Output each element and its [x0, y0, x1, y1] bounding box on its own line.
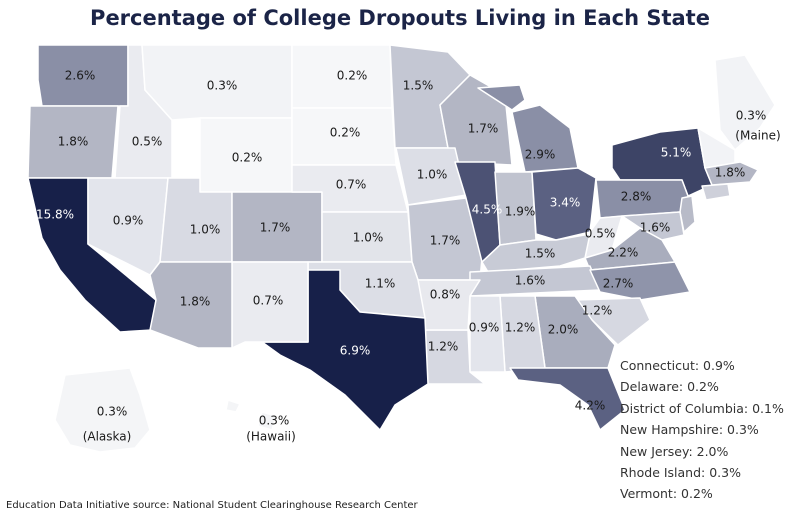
- label-wisconsin: 1.7%: [468, 122, 499, 136]
- state-new-jersey[interactable]: [679, 195, 696, 233]
- label-iowa: 1.0%: [417, 168, 448, 182]
- label-mississippi: 0.9%: [469, 321, 500, 335]
- legend-connecticut: Connecticut: 0.9%: [620, 358, 735, 373]
- label-idaho: 0.5%: [132, 135, 163, 149]
- label-hawaii-name: (Hawaii): [246, 430, 296, 444]
- small-states-legend: Connecticut: 0.9% Delaware: 0.2% Distric…: [620, 355, 784, 505]
- label-indiana: 1.9%: [505, 205, 536, 219]
- label-washington: 2.6%: [65, 69, 96, 83]
- label-west-virginia: 0.5%: [585, 227, 616, 241]
- label-arizona: 1.8%: [180, 295, 211, 309]
- label-nebraska: 0.7%: [336, 178, 367, 192]
- label-utah: 1.0%: [190, 223, 221, 237]
- label-ohio: 3.4%: [550, 196, 581, 210]
- label-arkansas: 0.8%: [430, 288, 461, 302]
- state-mississippi[interactable]: [469, 295, 506, 373]
- label-tennessee: 1.6%: [515, 274, 546, 288]
- label-maryland: 1.6%: [640, 221, 671, 235]
- label-florida: 4.2%: [575, 399, 606, 413]
- label-alaska-name: (Alaska): [83, 430, 132, 444]
- label-oregon: 1.8%: [58, 135, 89, 149]
- label-missouri: 1.7%: [430, 234, 461, 248]
- label-hawaii: 0.3%: [259, 414, 290, 428]
- label-nevada: 0.9%: [113, 214, 144, 228]
- label-south-dakota: 0.2%: [330, 126, 361, 140]
- state-maine[interactable]: [714, 54, 776, 151]
- state-alaska[interactable]: [54, 367, 151, 453]
- legend-vermont: Vermont: 0.2%: [620, 486, 713, 502]
- label-north-dakota: 0.2%: [337, 69, 368, 83]
- source-note: Education Data Initiative source: Nation…: [6, 500, 418, 511]
- label-illinois: 4.5%: [472, 203, 503, 217]
- legend-new-hampshire: New Hampshire: 0.3%: [620, 422, 759, 438]
- label-maine-name: (Maine): [735, 129, 780, 143]
- label-oklahoma: 1.1%: [365, 277, 396, 291]
- label-north-carolina: 2.7%: [603, 277, 634, 291]
- legend-rhode-island: Rhode Island: 0.3%: [620, 464, 741, 480]
- label-massachusetts: 1.8%: [715, 166, 746, 180]
- state-florida[interactable]: [509, 367, 626, 431]
- label-new-york: 5.1%: [661, 146, 692, 160]
- state-north-carolina[interactable]: [589, 261, 691, 301]
- label-texas: 6.9%: [340, 344, 371, 358]
- label-alaska: 0.3%: [97, 405, 128, 419]
- label-south-carolina: 1.2%: [582, 304, 613, 318]
- label-louisiana: 1.2%: [428, 340, 459, 354]
- legend-delaware: Delaware: 0.2%: [620, 379, 719, 395]
- label-new-mexico: 0.7%: [253, 294, 284, 308]
- state-new-york[interactable]: [611, 127, 713, 197]
- label-california: 15.8%: [36, 208, 74, 222]
- label-kentucky: 1.5%: [525, 247, 556, 261]
- state-texas[interactable]: [261, 269, 429, 431]
- label-minnesota: 1.5%: [403, 79, 434, 93]
- state-hawaii[interactable]: [225, 399, 277, 431]
- label-virginia: 2.2%: [608, 246, 639, 260]
- legend-new-jersey: New Jersey: 2.0%: [620, 443, 729, 459]
- state-connecticut[interactable]: [701, 183, 731, 201]
- label-wyoming: 0.2%: [232, 151, 263, 165]
- label-georgia: 2.0%: [548, 323, 579, 337]
- label-michigan: 2.9%: [525, 148, 556, 162]
- label-alabama: 1.2%: [505, 321, 536, 335]
- label-kansas: 1.0%: [353, 231, 384, 245]
- label-montana: 0.3%: [207, 79, 238, 93]
- label-pennsylvania: 2.8%: [621, 190, 652, 204]
- label-maine: 0.3%: [736, 109, 767, 123]
- state-maryland[interactable]: [621, 211, 685, 241]
- legend-district-of-columbia: District of Columbia: 0.1%: [620, 400, 784, 416]
- state-arizona[interactable]: [149, 261, 233, 349]
- map-title: Percentage of College Dropouts Living in…: [90, 6, 710, 30]
- state-massachusetts[interactable]: [704, 161, 759, 186]
- label-colorado: 1.7%: [260, 221, 291, 235]
